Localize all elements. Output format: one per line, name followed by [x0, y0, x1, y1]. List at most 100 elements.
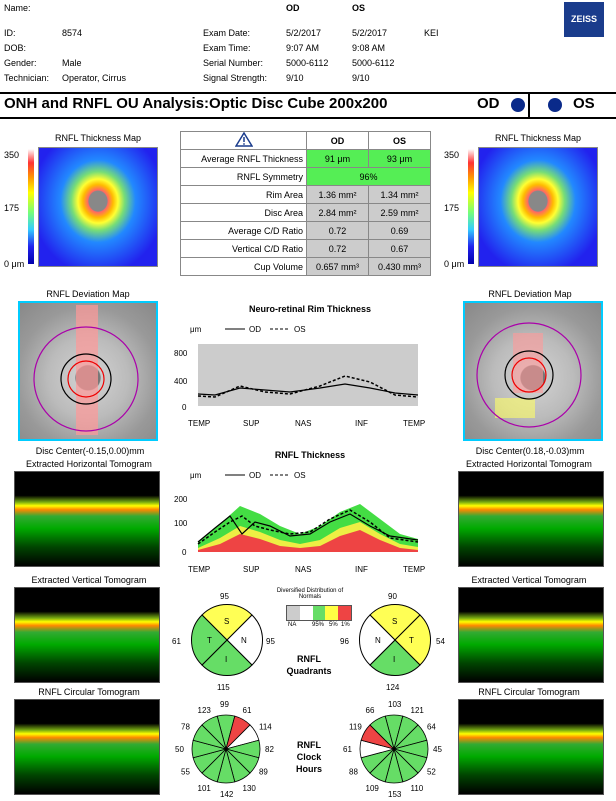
serial-od: 5000-6112: [286, 58, 329, 68]
dist-yellow: [325, 606, 339, 620]
warning-icon: [234, 131, 253, 147]
rnfl-xtick: NAS: [295, 565, 311, 574]
title-divider: [528, 94, 530, 118]
avg-cd-os: 0.69: [368, 221, 431, 240]
rnfl-legend-od: OD: [249, 471, 261, 480]
os-deviation-map: [463, 301, 603, 441]
od-disc-center: Disc Center(-0.15,0.00)mm: [35, 446, 145, 456]
os-quad-i: I: [393, 655, 395, 664]
distribution-bar: [286, 605, 352, 621]
rnfl-ytick: 0: [182, 548, 187, 557]
table-row: Disc Area 2.84 mm² 2.59 mm²: [180, 203, 431, 222]
od-vert-tomo-title: Extracted Vertical Tomogram: [31, 575, 147, 585]
od-scale-mid: 175: [4, 203, 20, 213]
zeiss-logo: ZEISS: [564, 2, 604, 37]
rnfl-xtick: TEMP: [188, 565, 210, 574]
rim-xtick: NAS: [295, 419, 311, 428]
row-label: Rim Area: [180, 185, 307, 204]
dist-white: [299, 606, 313, 620]
od-quad-top: 95: [220, 592, 229, 601]
od-deviation-map-title: RNFL Deviation Map: [46, 289, 130, 299]
id-value: 8574: [62, 28, 83, 38]
od-colorbar: [28, 149, 34, 264]
os-quad-t: T: [409, 636, 414, 645]
serial-os: 5000-6112: [352, 58, 395, 68]
dist-red: [338, 606, 351, 620]
signal-od: 9/10: [286, 73, 304, 83]
os-colorbar: [468, 149, 474, 264]
os-clock-value: 45: [433, 745, 442, 754]
os-clock-value: 66: [366, 706, 375, 715]
od-scale-top: 350: [4, 150, 20, 160]
os-clock-value: 64: [427, 723, 436, 732]
od-quad-i: I: [225, 655, 227, 664]
avg-cd-od: 0.72: [306, 221, 369, 240]
os-clock-value: 109: [366, 784, 380, 793]
os-circular-tomogram: [458, 699, 604, 795]
row-label: Vertical C/D Ratio: [180, 239, 307, 258]
cup-volume-od: 0.657 mm³: [306, 257, 369, 276]
od-scale-bot: 0 μm: [4, 259, 25, 269]
table-row: Rim Area 1.36 mm² 1.34 mm²: [180, 185, 431, 204]
od-horiz-tomo-title: Extracted Horizontal Tomogram: [26, 459, 152, 469]
rim-chart: μm OD OS 800 400 0 TEMP SUP NAS INF TEMP: [174, 325, 425, 428]
clock-title-2: Clock: [296, 752, 322, 762]
rim-xtick: TEMP: [403, 419, 425, 428]
rim-xtick: TEMP: [188, 419, 210, 428]
technician-label: Technician:: [4, 73, 50, 83]
table-row: Cup Volume 0.657 mm³ 0.430 mm³: [180, 257, 431, 276]
quadrants-title-2: Quadrants: [286, 666, 332, 676]
os-clock-value: 52: [427, 768, 436, 777]
od-dot-icon: [511, 98, 525, 112]
avg-rnfl-os: 93 μm: [368, 149, 431, 168]
od-clock-value: 55: [181, 768, 190, 777]
os-quad-bottom: 124: [386, 683, 400, 692]
od-clock-value: 78: [181, 723, 190, 732]
od-clock-value: 130: [243, 784, 257, 793]
disc-area-os: 2.59 mm²: [368, 203, 431, 222]
clock-title-3: Hours: [295, 764, 322, 774]
rim-unit: μm: [190, 325, 202, 334]
os-clock-value: 103: [388, 700, 402, 709]
os-quad-left: 96: [340, 637, 349, 646]
os-clock-value: 61: [343, 745, 352, 754]
page-title: ONH and RNFL OU Analysis:Optic Disc Cube…: [4, 95, 388, 112]
rnfl-xtick: INF: [355, 565, 368, 574]
od-thickness-map-title: RNFL Thickness Map: [54, 133, 142, 143]
od-clock-value: 50: [175, 745, 184, 754]
od-clock-value: 123: [198, 706, 212, 715]
gender-label: Gender:: [4, 58, 37, 68]
od-quad-s: S: [224, 617, 229, 626]
od-horiz-tomogram: [14, 471, 160, 567]
os-scale-bot: 0 μm: [444, 259, 465, 269]
od-circ-tomo-title: RNFL Circular Tomogram: [38, 687, 140, 697]
rim-ytick: 0: [182, 403, 187, 412]
rim-legend-os: OS: [294, 325, 306, 334]
od-label: OD: [477, 95, 500, 112]
os-horiz-tomogram: [458, 471, 604, 567]
od-clock-value: 61: [243, 706, 252, 715]
stats-table: OD OS Average RNFL Thickness 91 μm 93 μm…: [180, 131, 431, 276]
table-row: RNFL Symmetry 96%: [180, 167, 431, 186]
signal-os: 9/10: [352, 73, 370, 83]
rnfl-chart-title: RNFL Thickness: [274, 450, 346, 460]
os-clock-value: 121: [411, 706, 425, 715]
table-row: Vertical C/D Ratio 0.72 0.67: [180, 239, 431, 258]
rnfl-symmetry: 96%: [306, 167, 431, 186]
od-clock-value: 99: [220, 700, 229, 709]
rim-ytick: 400: [174, 377, 188, 386]
dob-label: DOB:: [4, 43, 27, 53]
serial-label: Serial Number:: [203, 58, 264, 68]
rim-area-od: 1.36 mm²: [306, 185, 369, 204]
exam-date-os: 5/2/2017: [352, 28, 388, 38]
vert-cd-od: 0.72: [306, 239, 369, 258]
os-clock-value: 153: [388, 790, 402, 799]
od-quad-n: N: [241, 636, 247, 645]
table-row: Average C/D Ratio 0.72 0.69: [180, 221, 431, 240]
row-label: Average RNFL Thickness: [180, 149, 307, 168]
od-quad-bottom: 115: [217, 683, 230, 692]
os-clock-value: 110: [411, 784, 424, 793]
os-quad-right: 54: [436, 637, 445, 646]
os-clock-sector: [369, 715, 395, 751]
avg-rnfl-od: 91 μm: [306, 149, 369, 168]
